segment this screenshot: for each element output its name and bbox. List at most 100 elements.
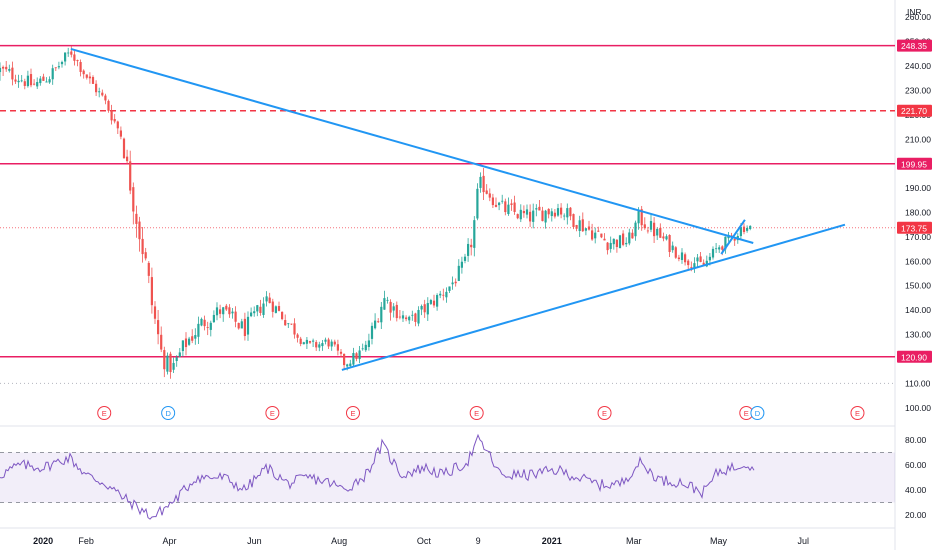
candle-body [358, 350, 361, 360]
trendline[interactable] [341, 223, 846, 371]
candle-body [482, 175, 485, 193]
trendline[interactable] [70, 47, 754, 244]
candle-body [739, 227, 742, 237]
candle-body [578, 220, 581, 231]
candle-body [287, 323, 290, 325]
trendline[interactable] [720, 219, 746, 255]
candle-body [708, 256, 711, 261]
candle-body [101, 92, 104, 96]
earnings-event-marker[interactable] [345, 406, 360, 420]
candle-body [212, 314, 215, 323]
candle-body [628, 232, 631, 244]
candle-body [721, 246, 724, 250]
candle-body [349, 363, 352, 367]
candle-body [392, 306, 395, 311]
candle-body [646, 230, 649, 232]
candle-body [594, 232, 597, 239]
candle-body [547, 208, 550, 215]
candle-body [625, 242, 628, 245]
event-marker-label: E [474, 409, 479, 418]
candle-body [473, 220, 476, 248]
candle-body [479, 176, 482, 188]
candle-body [14, 79, 17, 82]
candle-body [420, 305, 423, 310]
candle-body [330, 341, 333, 347]
candle-body [674, 247, 677, 258]
candle-body [569, 207, 572, 217]
candle-body [584, 228, 587, 231]
candle-body [631, 232, 634, 239]
candle-body [377, 321, 380, 323]
candle-body [488, 193, 491, 198]
rsi-line [0, 433, 755, 520]
candle-body [2, 66, 5, 69]
candle-body [26, 75, 29, 87]
earnings-event-marker[interactable] [850, 406, 865, 420]
candle-body [380, 306, 383, 323]
time-tick-label: 2020 [33, 536, 53, 546]
candle-body [60, 61, 64, 65]
candle-body [343, 353, 346, 366]
earnings-event-marker[interactable] [469, 406, 484, 420]
candle-body [522, 210, 525, 214]
level-price-label: 248.35 [901, 41, 927, 51]
level-price-label: 199.95 [901, 159, 927, 169]
candle-body [724, 236, 727, 250]
candle-body [501, 200, 504, 202]
candle-body [110, 110, 113, 121]
candle-body [281, 311, 284, 320]
event-marker-label: D [165, 409, 171, 418]
candle-body [284, 320, 287, 326]
dividend-event-marker[interactable] [750, 406, 765, 420]
price-tick-label: 160.00 [905, 256, 931, 266]
earnings-event-marker[interactable] [597, 406, 612, 420]
candle-body [591, 230, 594, 240]
candle-body [240, 321, 243, 329]
candle-body [374, 320, 377, 329]
candle-body [653, 222, 656, 237]
earnings-event-marker[interactable] [97, 406, 112, 420]
candle-body [126, 156, 129, 162]
candle-body [200, 318, 203, 326]
candle-body [401, 315, 405, 319]
price-tick-label: 110.00 [905, 378, 931, 388]
candle-body [191, 336, 194, 341]
candle-body [107, 100, 110, 111]
dividend-event-marker[interactable] [161, 406, 176, 420]
candle-body [618, 235, 622, 249]
candle-body [113, 119, 116, 122]
candle-body [696, 257, 699, 262]
rsi-tick-label: 20.00 [905, 510, 927, 520]
candle-body [184, 338, 188, 348]
candle-body [290, 323, 293, 325]
candle-body [237, 322, 240, 329]
candle-body [67, 52, 70, 54]
candle-body [535, 208, 538, 210]
earnings-event-marker[interactable] [265, 406, 280, 420]
candle-body [175, 357, 178, 362]
candle-body [649, 221, 653, 230]
candle-body [448, 286, 451, 291]
candle-body [352, 353, 355, 365]
currency-label: INR [907, 7, 922, 17]
time-tick-label: 2021 [542, 536, 562, 546]
candle-body [538, 206, 541, 211]
candle-body [687, 260, 690, 266]
candle-body [76, 60, 79, 62]
candle-body [454, 281, 457, 284]
candle-body [33, 83, 36, 85]
candle-body [507, 204, 510, 215]
candle-body [550, 211, 553, 217]
candle-body [29, 74, 33, 86]
candle-body [553, 212, 556, 217]
candle-body [318, 344, 321, 348]
candle-body [339, 351, 343, 354]
price-tick-label: 140.00 [905, 305, 931, 315]
candle-body [119, 130, 122, 137]
price-tick-label: 260.00 [905, 12, 931, 22]
candle-body [566, 208, 569, 218]
event-marker-label: E [602, 409, 607, 418]
candle-body [643, 224, 646, 229]
